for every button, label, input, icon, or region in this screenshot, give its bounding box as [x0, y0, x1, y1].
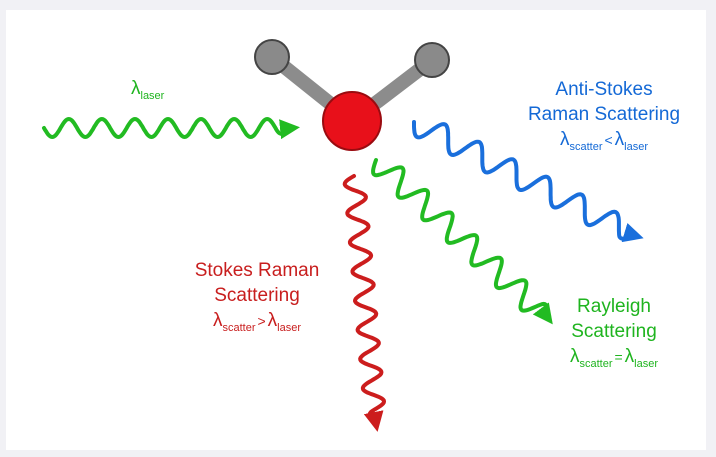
stokes-wave — [342, 174, 387, 432]
lambda-symbol: λ — [212, 310, 223, 331]
lambda-symbol: λ — [569, 346, 580, 367]
anti-stokes-formula: λscatter < λlaser — [514, 127, 694, 159]
anti-stokes-title-line2: Raman Scattering — [527, 104, 681, 125]
rayleigh-label: Rayleigh Scattering λscatter = λlaser — [548, 294, 680, 376]
incident-laser-wave — [42, 116, 300, 140]
lambda-symbol: λ — [614, 129, 625, 150]
hydrogen-atom-right — [414, 42, 450, 78]
greater-than-operator: > — [257, 313, 266, 329]
stokes-title-line2: Scattering — [214, 285, 300, 306]
hydrogen-atom-left — [254, 39, 290, 75]
lambda-symbol: λ — [624, 346, 635, 367]
rayleigh-wave — [371, 158, 553, 325]
rayleigh-title-line2: Scattering — [571, 321, 657, 342]
rayleigh-title-line1: Rayleigh — [577, 296, 651, 317]
rayleigh-formula: λscatter = λlaser — [548, 344, 680, 376]
lambda-symbol: λ — [267, 310, 278, 331]
scatter-subscript: scatter — [222, 322, 256, 334]
stokes-title-line1: Stokes Raman — [194, 260, 320, 281]
laser-wavelength-label: λlaser — [131, 76, 164, 108]
stokes-formula: λscatter > λlaser — [182, 308, 332, 340]
scatter-subscript: scatter — [569, 141, 603, 153]
anti-stokes-wave — [412, 120, 644, 243]
equals-operator: = — [614, 349, 623, 365]
laser-subscript: laser — [140, 90, 165, 102]
oxygen-atom — [322, 91, 382, 151]
laser-subscript: laser — [634, 358, 659, 370]
anti-stokes-title-line1: Anti-Stokes — [555, 79, 653, 100]
anti-stokes-label: Anti-Stokes Raman Scattering λscatter < λl… — [514, 77, 694, 159]
lambda-symbol: λ — [131, 78, 141, 99]
laser-subscript: laser — [277, 322, 302, 334]
laser-subscript: laser — [624, 141, 649, 153]
less-than-operator: < — [604, 132, 613, 148]
water-molecule — [254, 39, 450, 151]
diagram-panel — [6, 10, 706, 450]
lambda-symbol: λ — [559, 129, 570, 150]
stokes-label: Stokes Raman Scattering λscatter > λlaser — [182, 258, 332, 340]
scatter-subscript: scatter — [579, 358, 613, 370]
